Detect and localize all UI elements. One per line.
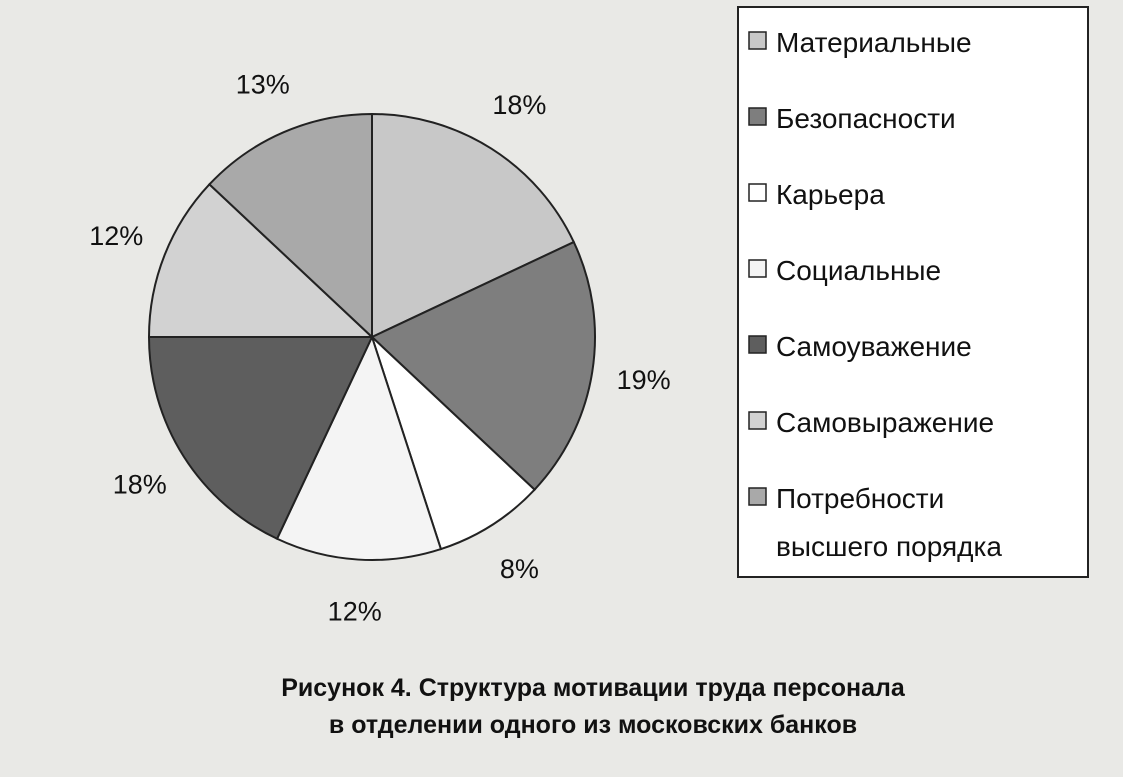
percent-label-3: 8% (500, 554, 539, 584)
percent-label-1: 18% (492, 90, 546, 120)
legend-swatch-6 (748, 411, 767, 430)
pie-slice-2 (370, 240, 596, 492)
pie-slices (147, 112, 596, 561)
pie-slice-3 (371, 336, 536, 551)
percent-label-5: 18% (113, 469, 167, 499)
legend-swatch-7 (748, 487, 767, 506)
percent-labels: 18% 19% 8% 12% 18% 12% 13% (89, 70, 670, 627)
legend: Материальные Безопасности Карьера Социальны… (748, 27, 1002, 562)
legend-swatch-5 (748, 335, 767, 354)
percent-label-2: 19% (617, 365, 671, 395)
legend-label-2: Безопасности (776, 103, 956, 134)
caption-line-2: в отделении одного из московских банков (329, 711, 857, 739)
legend-swatch-3 (748, 183, 767, 202)
legend-label-1: Материальные (776, 27, 972, 58)
legend-label-5: Самоуважение (776, 331, 972, 362)
pie-slice-1 (371, 112, 576, 339)
legend-label-7-line-1: Потребности (776, 483, 944, 514)
pie-slice-4 (275, 334, 443, 561)
legend-label-3: Карьера (776, 179, 885, 210)
legend-swatch-2 (748, 107, 767, 126)
percent-label-7: 13% (236, 70, 290, 100)
legend-label-6: Самовыражение (776, 407, 994, 438)
pie-slice-7 (208, 112, 373, 340)
legend-swatch-1 (748, 31, 767, 50)
legend-box (737, 6, 1089, 578)
caption-line-1: Рисунок 4. Структура мотивации труда пер… (281, 674, 906, 702)
pie-slice-5 (147, 336, 374, 541)
pie-slice-6 (147, 182, 375, 338)
legend-label-7-line-2: высшего порядка (776, 531, 1002, 562)
legend-swatch-4 (748, 259, 767, 278)
percent-label-4: 12% (328, 597, 382, 627)
percent-label-6: 12% (89, 221, 143, 251)
legend-label-4: Социальные (776, 255, 941, 286)
